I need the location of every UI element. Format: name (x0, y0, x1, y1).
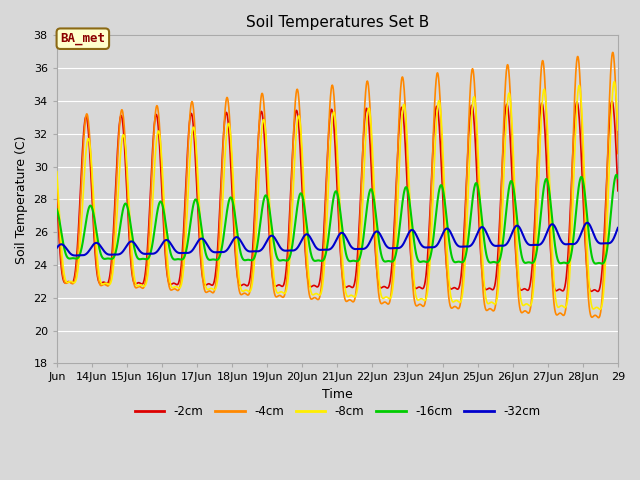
Line: -16cm: -16cm (57, 175, 618, 264)
-4cm (63, 280, 71, 286)
-4cm (154, 103, 161, 109)
Line: -32cm: -32cm (57, 223, 618, 255)
-4cm (53, 178, 61, 183)
X-axis label: Time: Time (322, 388, 353, 401)
-4cm (307, 296, 314, 301)
Text: BA_met: BA_met (60, 32, 106, 45)
-16cm (53, 206, 61, 212)
-4cm (609, 49, 616, 55)
-4cm (614, 151, 621, 156)
-2cm (63, 279, 71, 285)
-8cm (578, 107, 586, 113)
-16cm (63, 254, 71, 260)
-2cm (608, 98, 616, 104)
-8cm (154, 132, 161, 138)
-8cm (53, 169, 61, 175)
-2cm (307, 284, 314, 290)
-4cm (595, 315, 602, 321)
-32cm (307, 236, 315, 241)
-16cm (612, 172, 620, 178)
-2cm (53, 192, 61, 198)
-32cm (584, 220, 591, 226)
-16cm (614, 175, 621, 181)
-32cm (63, 247, 71, 253)
-8cm (63, 279, 71, 285)
-16cm (578, 174, 586, 180)
-2cm (614, 188, 621, 194)
-16cm (154, 209, 161, 215)
Line: -4cm: -4cm (57, 52, 618, 318)
Legend: -2cm, -4cm, -8cm, -16cm, -32cm: -2cm, -4cm, -8cm, -16cm, -32cm (130, 401, 545, 423)
-16cm (307, 249, 314, 255)
-32cm (440, 228, 448, 234)
-2cm (154, 114, 161, 120)
-4cm (578, 120, 586, 125)
-4cm (440, 186, 447, 192)
-32cm (614, 225, 621, 231)
-8cm (614, 127, 621, 133)
-16cm (340, 238, 348, 244)
Title: Soil Temperatures Set B: Soil Temperatures Set B (246, 15, 429, 30)
-2cm (440, 210, 447, 216)
-8cm (611, 79, 618, 84)
-8cm (440, 161, 447, 167)
-2cm (594, 288, 602, 294)
Line: -8cm: -8cm (57, 82, 618, 309)
Line: -2cm: -2cm (57, 101, 618, 291)
-32cm (579, 228, 586, 234)
-8cm (307, 287, 314, 293)
-32cm (340, 231, 348, 237)
-16cm (598, 261, 606, 266)
-32cm (53, 245, 61, 251)
Y-axis label: Soil Temperature (C): Soil Temperature (C) (15, 135, 28, 264)
-32cm (71, 252, 79, 258)
-2cm (578, 163, 586, 169)
-16cm (440, 190, 447, 195)
-32cm (154, 248, 161, 254)
-8cm (596, 306, 604, 312)
-2cm (340, 281, 348, 287)
-8cm (340, 275, 348, 280)
-4cm (340, 290, 348, 296)
